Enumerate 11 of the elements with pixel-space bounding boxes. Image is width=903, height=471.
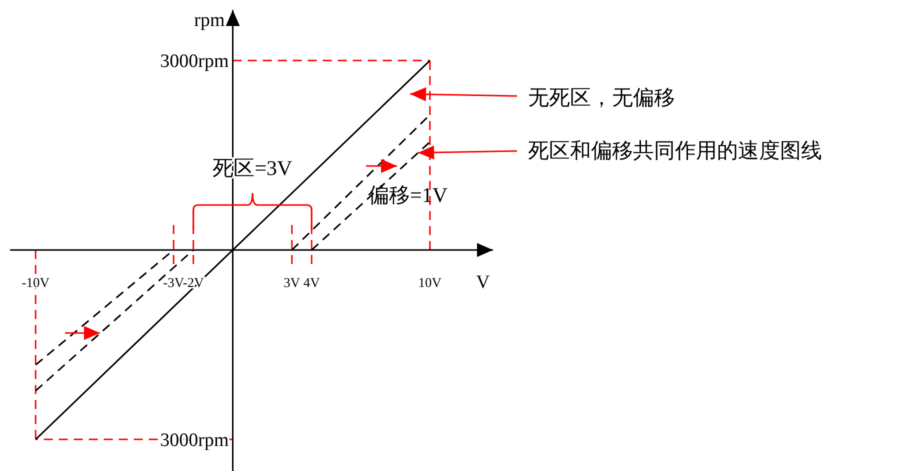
x-tick-label: -3V — [163, 274, 184, 290]
x-axis-title: V — [476, 272, 490, 293]
annotation: 死区和偏移共同作用的速度图线 — [528, 138, 822, 162]
y-tick-label: 3000rpm — [160, 51, 229, 72]
y-tick-label: 3000rpm — [160, 430, 229, 452]
annotation: 偏移=1V — [368, 183, 448, 207]
y-axis-title: rpm — [194, 10, 225, 31]
x-tick-label: 10V — [418, 274, 442, 290]
text: 无死区，无偏移 — [528, 85, 675, 110]
x-tick-label: 3V — [284, 274, 300, 290]
x-tick-label: 4V — [303, 274, 320, 290]
